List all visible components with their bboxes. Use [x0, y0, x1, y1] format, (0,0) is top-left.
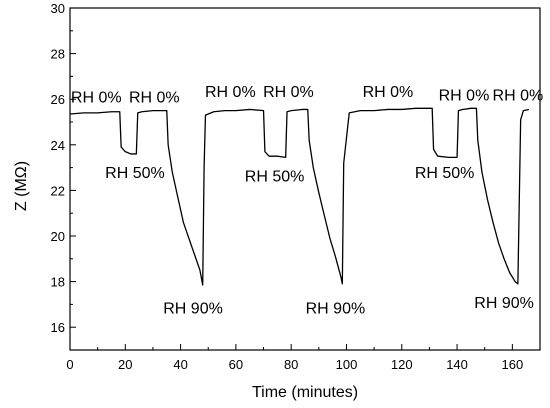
annotation-label: RH 50%: [105, 165, 165, 182]
y-tick-label: 18: [51, 275, 65, 290]
y-axis-title: Z (MΩ): [13, 161, 30, 211]
annotation-label: RH 0%: [71, 90, 122, 107]
x-tick-label: 80: [284, 357, 298, 372]
annotation-label: RH 90%: [474, 295, 534, 312]
annotation-label: RH 50%: [415, 165, 475, 182]
y-tick-label: 28: [51, 47, 65, 62]
x-tick-label: 0: [66, 357, 73, 372]
annotation-label: RH 0%: [129, 90, 180, 107]
annotation-label: RH 0%: [493, 87, 544, 104]
annotation-label: RH 90%: [163, 301, 223, 318]
annotation-label: RH 0%: [205, 84, 256, 101]
annotation-label: RH 90%: [306, 301, 366, 318]
annotation-label: RH 0%: [439, 87, 490, 104]
annotation-label: RH 50%: [245, 168, 305, 185]
annotation-label: RH 0%: [363, 84, 414, 101]
x-tick-label: 40: [173, 357, 187, 372]
annotations: RH 0% RH 0%RH 50%RH 90%RH 0% RH 0%RH 50%RH…: [71, 84, 543, 318]
x-tick-label: 60: [229, 357, 243, 372]
x-tick-label: 140: [446, 357, 468, 372]
x-tick-label: 100: [336, 357, 358, 372]
y-tick-label: 30: [51, 1, 65, 16]
x-axis-title: Time (minutes): [252, 384, 358, 401]
x-tick-label: 160: [502, 357, 524, 372]
x-tick-label: 20: [118, 357, 132, 372]
x-tick-label: 120: [391, 357, 413, 372]
y-tick-label: 24: [51, 138, 65, 153]
axis-ticks: 0 20 40 60 80 100 120 140 160 16 18 20 22 24 26 28 30: [51, 1, 524, 372]
plot-border: [69, 7, 541, 351]
plot-area: [69, 7, 541, 351]
y-tick-label: 20: [51, 229, 65, 244]
y-tick-label: 26: [51, 92, 65, 107]
y-tick-label: 16: [51, 320, 65, 335]
annotation-label: RH 0%: [263, 84, 314, 101]
y-tick-label: 22: [51, 183, 65, 198]
series-line-0: [69, 107, 530, 286]
data-series: [69, 107, 530, 286]
